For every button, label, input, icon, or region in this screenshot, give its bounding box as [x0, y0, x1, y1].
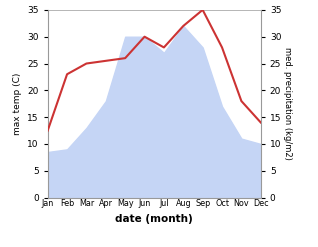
- Y-axis label: med. precipitation (kg/m2): med. precipitation (kg/m2): [283, 47, 292, 160]
- Y-axis label: max temp (C): max temp (C): [13, 73, 22, 135]
- X-axis label: date (month): date (month): [115, 214, 193, 224]
